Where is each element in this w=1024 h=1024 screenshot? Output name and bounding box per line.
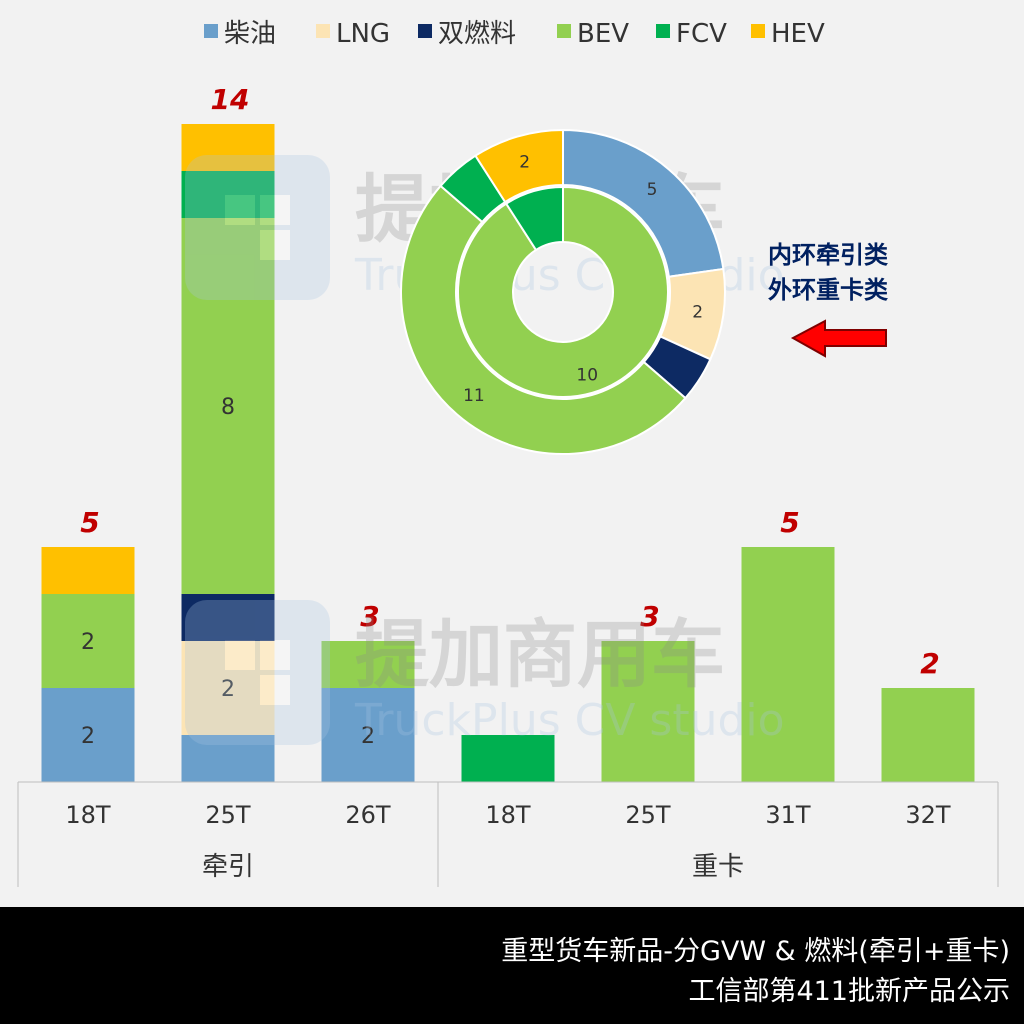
legend-label: FCV [676,19,727,49]
legend-swatch [751,24,765,38]
bar-segment [181,124,275,171]
total-label: 5 [80,506,99,539]
watermark-logo-mark [185,155,330,300]
legend-label: BEV [577,19,629,49]
footer-title: 重型货车新品-分GVW & 燃料(牵引+重卡) [501,936,1010,967]
data-label: 2 [361,724,375,749]
total-label: 2 [920,647,939,680]
legend: 柴油 LNG 双燃料 BEV FCV HEV [204,19,825,49]
watermark-logo-block [225,640,255,670]
bar-segment [41,688,135,782]
donut-label: 10 [576,366,598,386]
group-label: 重卡 [692,852,744,882]
tick-label: 26T [345,801,391,829]
footer-subtitle: 工信部第411批新产品公示 [688,976,1010,1007]
watermark-logo-block [225,195,255,225]
tick-label: 32T [905,801,951,829]
bar-segment [601,641,695,782]
watermark-logo-block [260,195,290,225]
donut-inner-slice [504,185,564,252]
legend-swatch [656,24,670,38]
annotation-outer-ring: 外环重卡类 [768,276,888,304]
legend-label: LNG [336,19,390,49]
data-label: 2 [221,677,235,702]
bar-series: 2 2 5 2 8 14 2 3 3 5 2 [41,83,975,782]
total-label: 14 [211,83,250,116]
donut-inner-slice [457,185,669,398]
bar-segment [181,594,275,641]
legend-swatch [557,24,571,38]
legend-label: HEV [771,19,825,49]
legend-swatch [204,24,218,38]
watermark-logo-block [260,675,290,705]
arrow-left-icon [790,319,887,358]
bar-segment [41,594,135,688]
data-label: 2 [81,724,95,749]
bar-segment [741,547,835,782]
watermark-subtext: TruckPlus CV studio [354,695,785,746]
footer-banner: 重型货车新品-分GVW & 燃料(牵引+重卡) 工信部第411批新产品公示 [0,907,1024,1024]
bar-segment [181,641,275,735]
watermark-text: 提加商用车 [355,612,725,698]
legend-label: 双燃料 [438,19,516,49]
tick-label: 25T [625,801,671,829]
tick-label: 25T [205,801,251,829]
bar-segment [181,218,275,594]
group-label: 牵引 [202,852,254,882]
bar-segment [41,547,135,594]
donut-outer-slice [399,184,687,456]
donut-label: 11 [463,386,485,406]
legend-swatch [418,24,432,38]
bar-segment [461,735,555,782]
watermark-logo-mark [185,600,330,745]
bar-segment [181,171,275,218]
donut-label: 2 [519,153,530,173]
annotation-inner-ring: 内环牵引类 [768,241,888,269]
legend-swatch [316,24,330,38]
total-label: 3 [360,600,379,633]
donut-chart: 5 2 11 2 10 [399,128,726,456]
donut-label: 5 [647,180,658,200]
donut-outer-slice [474,128,564,204]
bar-segment [181,735,275,782]
arrow-shape [790,319,887,358]
watermark-logo-block [260,230,290,260]
bar-segment [321,688,415,782]
tick-label: 31T [765,801,811,829]
tick-label: 18T [485,801,531,829]
watermark-logo-block [260,640,290,670]
total-label: 5 [780,506,799,539]
bar-segment [881,688,975,782]
bar-segment [321,641,415,688]
x-axis: 18T 25T 26T 18T 25T 31T 32T 牵引 重卡 [17,781,999,887]
data-label: 2 [81,630,95,655]
donut-label: 2 [692,302,703,322]
legend-label: 柴油 [224,19,276,49]
data-label: 8 [221,395,235,420]
total-label: 3 [640,600,659,633]
tick-label: 18T [65,801,111,829]
